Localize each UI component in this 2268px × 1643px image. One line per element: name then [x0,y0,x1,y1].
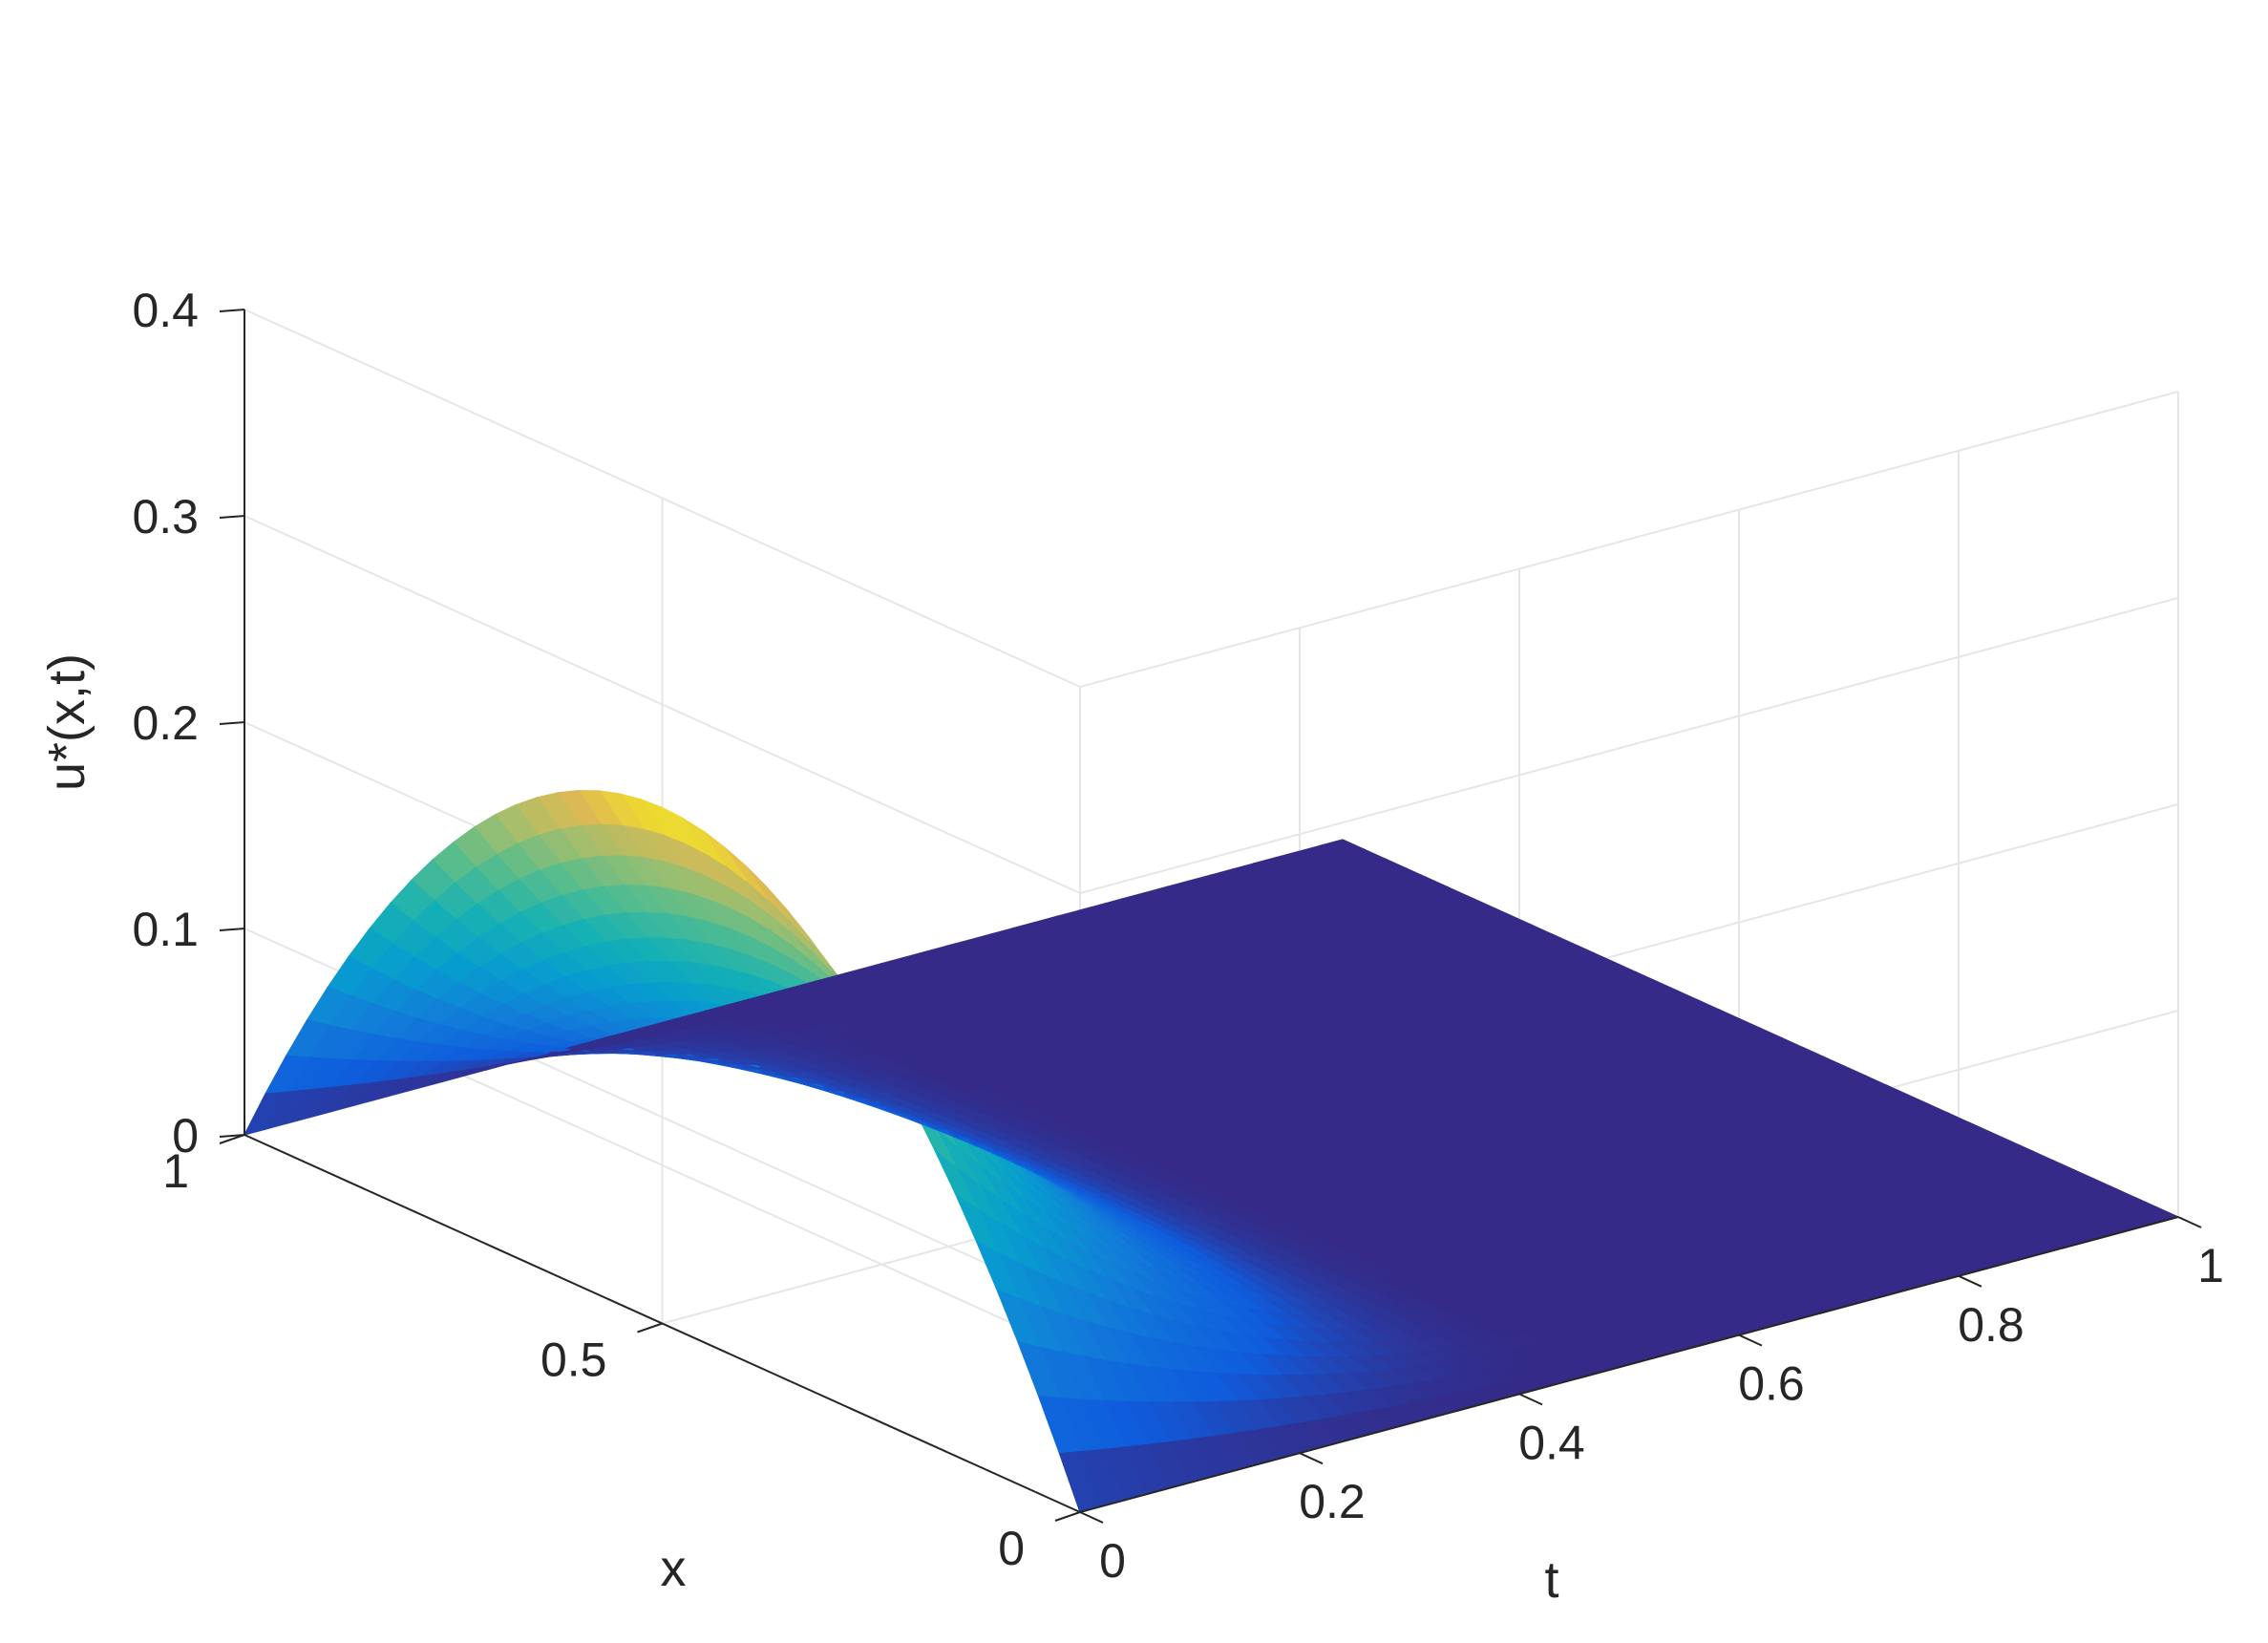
x-axis-label: x [661,1540,687,1597]
t-tick [2177,1216,2202,1228]
t-tick [1079,1511,1104,1524]
t-tick-label: 0.4 [1518,1416,1585,1469]
t-axis-line [1079,1216,2179,1513]
t-tick-label: 0.6 [1738,1357,1805,1411]
z-tick-label: 0.3 [132,490,199,544]
surface-mesh [243,789,2180,1513]
z-tick [219,928,245,931]
z-tick-label: 0.1 [132,903,199,956]
z-tick-label: 0 [172,1109,199,1163]
t-tick [1299,1452,1324,1465]
z-tick-label: 0.2 [132,696,199,750]
x-tick-label: 0.5 [541,1334,607,1387]
t-tick-label: 1 [2197,1239,2224,1292]
x-tick [219,1134,245,1144]
z-tick [219,309,245,312]
surface-patch [243,1091,288,1136]
z-tick-label: 0.4 [132,284,199,337]
t-tick-label: 0 [1099,1534,1126,1588]
z-axis-label: u*(x,t) [38,653,95,791]
t-axis-label: t [1544,1551,1558,1609]
x-tick [1054,1511,1081,1522]
t-tick-label: 0.8 [1958,1298,2024,1352]
t-tick-label: 0.2 [1299,1475,1366,1528]
x-tick-label: 1 [162,1144,189,1198]
grid-line-z-xwall-4 [1079,391,2179,688]
x-tick-label: 0 [998,1522,1025,1575]
t-tick [1738,1334,1763,1347]
x-tick [637,1322,663,1334]
grid-line-z-xwall-3 [1079,597,2179,894]
z-tick [219,1134,245,1138]
t-tick [1518,1393,1543,1406]
z-tick [219,721,245,725]
t-tick [1958,1274,1982,1288]
z-tick [219,515,245,519]
